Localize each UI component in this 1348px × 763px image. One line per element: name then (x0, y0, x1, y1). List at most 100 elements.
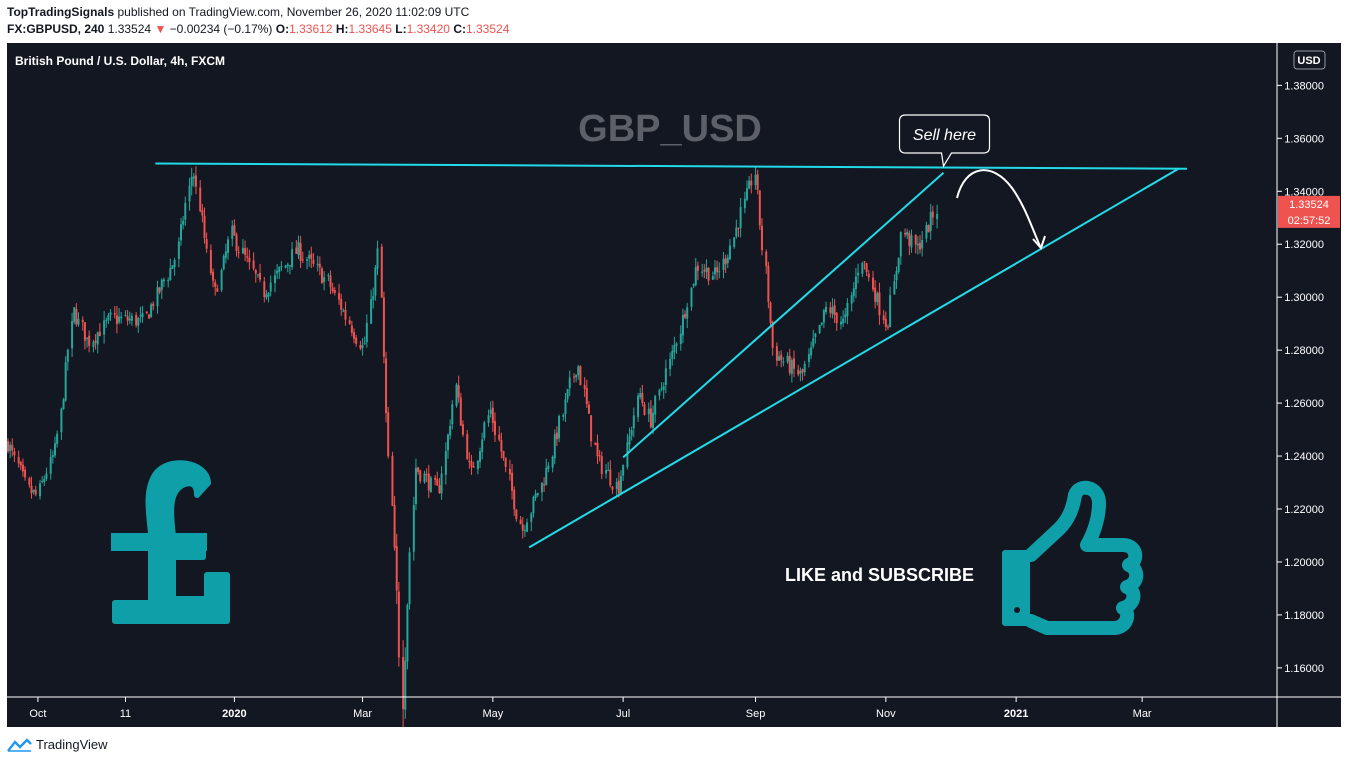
sell-here-callout[interactable]: Sell here (898, 114, 991, 168)
trendline-resistance[interactable] (155, 162, 1188, 170)
candle-body (30, 485, 33, 494)
candle-body (799, 371, 802, 374)
candle-body (182, 220, 185, 225)
candle-body (590, 415, 593, 442)
candle-body (583, 384, 586, 389)
candle-body (451, 404, 454, 425)
candle-body (355, 337, 358, 344)
trendline-wedge-upper[interactable] (622, 171, 945, 459)
candle-body (893, 281, 896, 295)
candle-body (201, 210, 204, 216)
candle-body (444, 451, 447, 475)
candle-body (408, 552, 411, 605)
candle-body (288, 265, 291, 267)
currency-box[interactable] (1293, 50, 1326, 70)
candle-body (472, 466, 475, 468)
down-arrow-icon: ▼ (154, 22, 167, 36)
candle-body (246, 256, 249, 258)
candle-body (118, 316, 121, 323)
candle-body (551, 456, 554, 468)
publish-date: published on TradingView.com, November 2… (117, 5, 470, 19)
candle-body (724, 258, 727, 265)
y-tick-label: 1.18000 (1284, 610, 1324, 622)
pound-sign-icon (111, 460, 230, 624)
candle-body (470, 461, 473, 467)
candle-body (919, 242, 922, 250)
trendline-wedge-lower[interactable] (528, 167, 1179, 549)
candle-body (13, 451, 16, 456)
candle-body (446, 434, 449, 451)
candle-body (825, 306, 828, 313)
candle-body (130, 315, 133, 321)
candle-body (177, 241, 180, 259)
candle-body (596, 442, 599, 457)
candle-body (534, 493, 537, 498)
candle-body (301, 259, 304, 261)
candle-body (882, 315, 885, 321)
candle-body (235, 234, 238, 252)
candle-body (521, 524, 524, 531)
candle-body (7, 441, 9, 452)
candle-body (145, 311, 148, 313)
candle-body (660, 388, 663, 390)
candle-body (722, 258, 725, 271)
candle-body (579, 366, 582, 386)
candle-body (513, 489, 516, 510)
candle-body (906, 231, 909, 236)
high-value: 1.33645 (348, 22, 392, 36)
author-name[interactable]: TopTradingSignals (7, 5, 115, 19)
candle-body (60, 408, 63, 433)
candle-body (679, 333, 682, 345)
close-label: C: (453, 22, 466, 36)
x-tick-label: Sep (746, 708, 766, 720)
y-tick-label: 1.36000 (1284, 133, 1324, 145)
candle-body (818, 324, 821, 333)
candle-body (555, 432, 558, 440)
candle-body (376, 248, 379, 269)
candle-body (128, 318, 131, 321)
candle-body (519, 519, 522, 525)
candle-body (594, 442, 597, 445)
x-tick-label: Jul (616, 708, 630, 720)
candle-body (746, 188, 749, 200)
candlestick-chart[interactable]: GBP_USD British Pound / U.S. Dollar, 4h,… (7, 43, 1341, 727)
candle-body (876, 293, 879, 303)
candle-body (94, 340, 97, 343)
candle-body (113, 313, 116, 315)
candle-body (526, 522, 529, 532)
candle-body (323, 277, 326, 283)
candle-body (481, 439, 484, 453)
candle-body (897, 257, 900, 272)
candle-body (461, 424, 464, 435)
candle-body (739, 206, 742, 229)
candle-body (758, 190, 761, 226)
candle-body (778, 356, 781, 361)
tradingview-logo[interactable]: TradingView (6, 737, 108, 752)
low-label: L: (395, 22, 407, 36)
candle-body (297, 241, 300, 255)
candle-body (340, 299, 343, 310)
candle-body (530, 513, 533, 522)
candle-body (692, 284, 695, 286)
chart-frame[interactable]: GBP_USD British Pound / U.S. Dollar, 4h,… (7, 43, 1341, 727)
candle-body (786, 355, 789, 362)
trendlines-group[interactable] (155, 162, 1188, 549)
candle-body (822, 310, 825, 323)
candle-body (252, 260, 255, 269)
candle-body (899, 232, 902, 257)
candle-body (684, 314, 687, 318)
candle-body (780, 354, 783, 361)
candle-body (427, 473, 430, 491)
x-tick-label: 11 (120, 708, 131, 720)
candle-body (566, 388, 569, 400)
price-axis[interactable]: 1.38000 1.36000 1.34000 1.32000 1.30000 1.280… (1277, 80, 1324, 675)
time-axis[interactable]: Oct 11 2020 Mar May Jul Sep Nov 2021 Mar (29, 697, 1152, 720)
candle-body (491, 407, 494, 423)
y-tick-label: 1.26000 (1284, 398, 1324, 410)
candle-body (77, 318, 80, 325)
candle-body (756, 174, 759, 190)
candle-body (498, 434, 501, 440)
change-value: −0.00234 (−0.17%) (169, 22, 273, 36)
candle-body (493, 421, 496, 436)
candle-body (854, 276, 857, 290)
